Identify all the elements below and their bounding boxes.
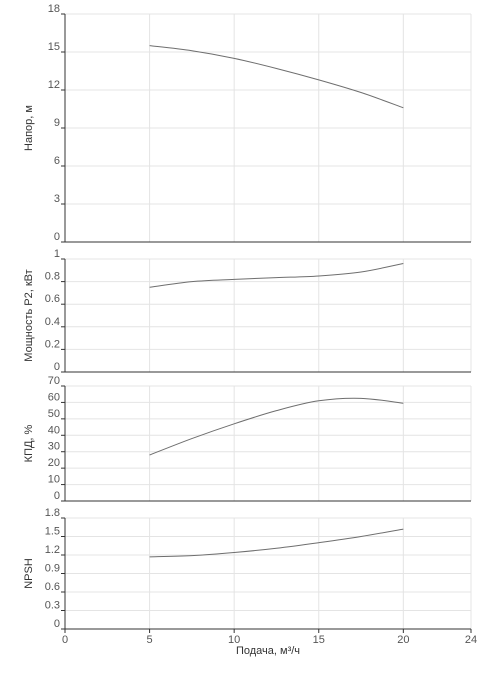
y-tick-label: 0 [54,361,60,373]
series-line [149,263,404,288]
y-tick-label: 1.5 [45,526,60,538]
y-tick-label: 60 [48,391,60,403]
y-tick-label: 0.2 [45,338,60,350]
y-tick-label: 30 [48,441,60,453]
y-tick-label: 18 [48,3,60,15]
y-tick-label: 40 [48,424,60,436]
series-line [149,397,404,456]
y-tick-label: 1.8 [45,507,60,519]
y-tick-label: 3 [54,193,60,205]
x-tick-label: 15 [313,634,325,646]
y-axis-title: NPSH [23,558,35,589]
x-tick-label: 5 [147,634,153,646]
y-axis-title: Напор, м [23,105,35,151]
x-tick-label: 10 [228,634,240,646]
y-tick-label: 0 [54,231,60,243]
y-axis-title: Мощность P2, кВт [23,269,35,361]
x-tick-label: 0 [62,634,68,646]
y-tick-label: 0.4 [45,316,60,328]
y-tick-label: 20 [48,457,60,469]
x-axis-title: Подача, м³/ч [236,645,300,657]
y-tick-label: 0 [54,490,60,502]
y-tick-label: 0.6 [45,581,60,593]
y-tick-label: 0.3 [45,600,60,612]
y-tick-label: 12 [48,79,60,91]
y-tick-label: 6 [54,155,60,167]
y-tick-label: 70 [48,375,60,387]
x-tick-label: 20 [397,634,409,646]
series-line [149,528,404,558]
y-tick-label: 10 [48,474,60,486]
y-tick-label: 1.2 [45,544,60,556]
y-axis-title: КПД, % [23,424,35,462]
y-tick-label: 15 [48,41,60,53]
y-tick-label: 1 [54,248,60,260]
x-tick-label: 24 [465,634,477,646]
y-tick-label: 50 [48,408,60,420]
y-tick-label: 0.9 [45,563,60,575]
y-tick-label: 9 [54,117,60,129]
y-tick-label: 0 [54,618,60,630]
y-tick-label: 0.6 [45,293,60,305]
series-line [149,45,404,109]
y-tick-label: 0.8 [45,271,60,283]
